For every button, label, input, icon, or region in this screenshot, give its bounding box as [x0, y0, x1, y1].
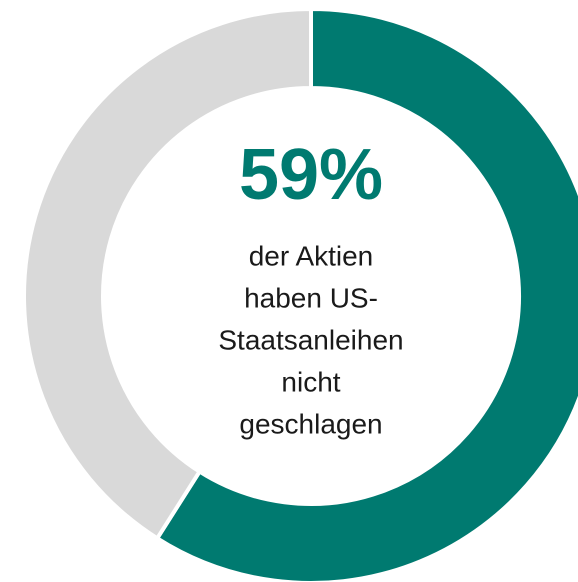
- center-text: der Aktien: [249, 240, 374, 271]
- center-text: nicht: [281, 366, 340, 397]
- center-value: 59%: [239, 135, 383, 215]
- donut-segment: [154, 6, 578, 582]
- center-text: haben US-: [244, 282, 378, 313]
- donut-segment: [22, 6, 313, 542]
- center-text: geschlagen: [239, 408, 382, 439]
- center-text: Staatsanleihen: [218, 324, 403, 355]
